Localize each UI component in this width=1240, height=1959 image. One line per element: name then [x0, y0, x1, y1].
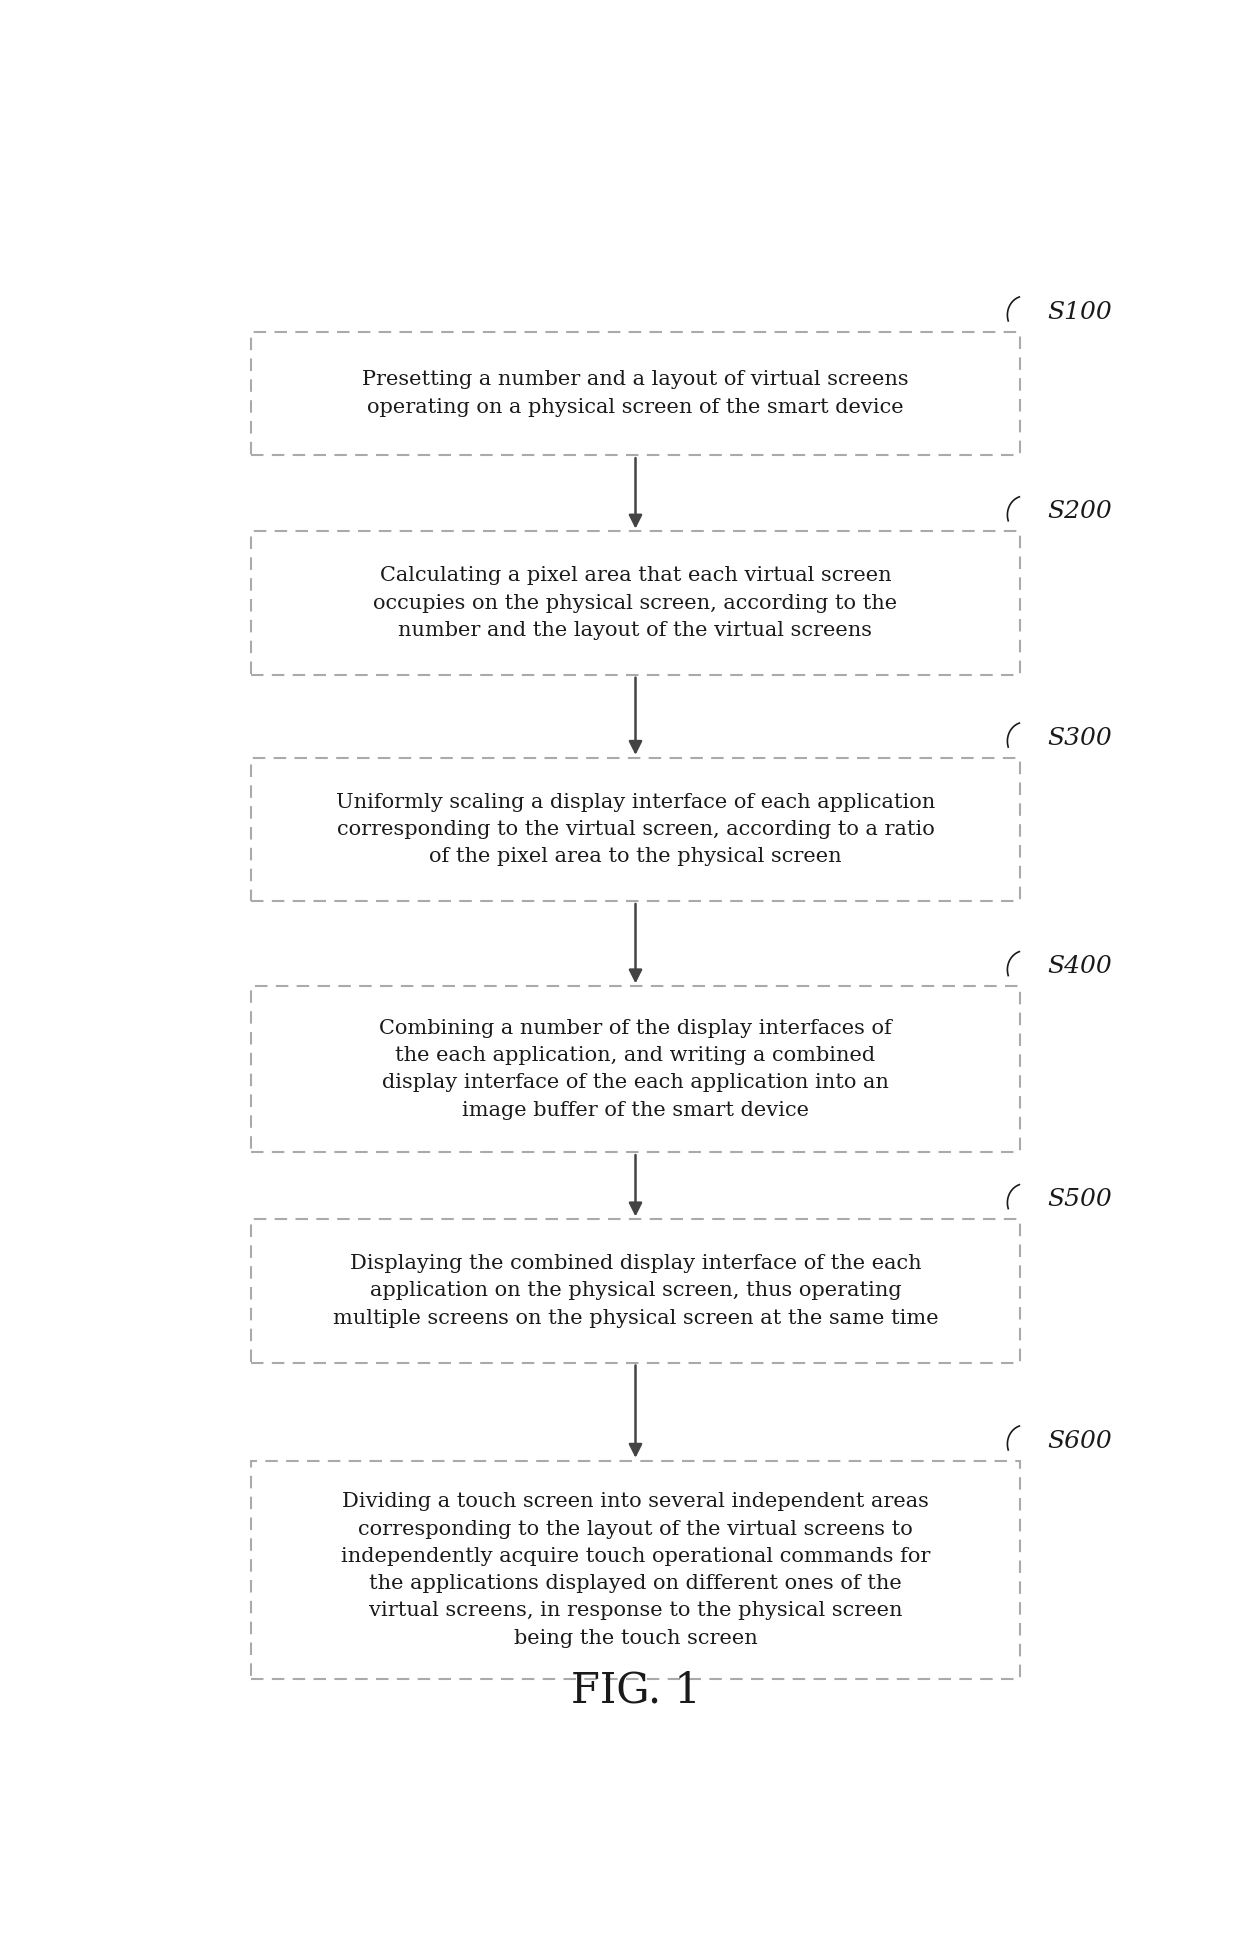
FancyBboxPatch shape: [250, 531, 1019, 674]
FancyBboxPatch shape: [250, 985, 1019, 1152]
Text: S500: S500: [1047, 1189, 1111, 1211]
Text: S600: S600: [1047, 1430, 1111, 1452]
FancyBboxPatch shape: [250, 758, 1019, 901]
FancyBboxPatch shape: [250, 1218, 1019, 1363]
FancyBboxPatch shape: [250, 1461, 1019, 1679]
Text: S300: S300: [1047, 727, 1111, 750]
Text: Combining a number of the display interfaces of
the each application, and writin: Combining a number of the display interf…: [379, 1019, 892, 1121]
FancyBboxPatch shape: [250, 331, 1019, 454]
Text: FIG. 1: FIG. 1: [570, 1669, 701, 1712]
Text: Displaying the combined display interface of the each
application on the physica: Displaying the combined display interfac…: [332, 1254, 939, 1328]
Text: Uniformly scaling a display interface of each application
corresponding to the v: Uniformly scaling a display interface of…: [336, 793, 935, 866]
Text: Dividing a touch screen into several independent areas
corresponding to the layo: Dividing a touch screen into several ind…: [341, 1493, 930, 1648]
Text: Calculating a pixel area that each virtual screen
occupies on the physical scree: Calculating a pixel area that each virtu…: [373, 566, 898, 641]
Text: S100: S100: [1047, 300, 1111, 323]
Text: Presetting a number and a layout of virtual screens
operating on a physical scre: Presetting a number and a layout of virt…: [362, 370, 909, 417]
Text: S400: S400: [1047, 956, 1111, 978]
Text: S200: S200: [1047, 500, 1111, 523]
